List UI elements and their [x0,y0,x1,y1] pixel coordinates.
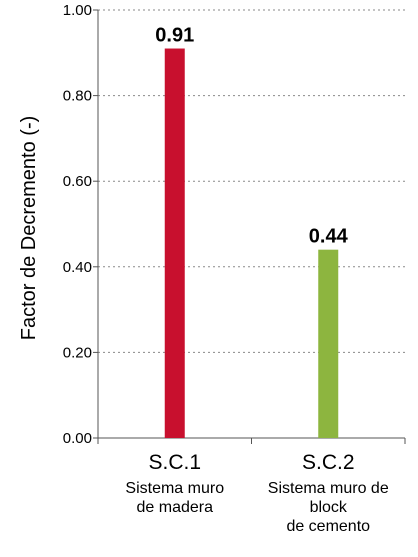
y-tick-label: 0.00 [63,430,92,447]
axes [93,9,406,444]
x-category-label: S.C.1 Sistema muro de madera [100,451,250,517]
data-labels: 0.91 0.44 [155,25,348,248]
gridlines [98,9,405,353]
data-label: 0.44 [309,226,349,248]
y-tick-label: 0.60 [63,173,92,190]
data-label: 0.91 [155,25,194,47]
bars [164,48,339,439]
y-axis-label: Factor de Decremento (-) [18,116,40,341]
category-code: S.C.1 [148,451,202,474]
y-tick-labels: 0.00 0.20 0.40 0.60 0.80 1.00 [63,2,92,447]
category-description-line: de cemento [286,518,371,535]
category-description-line: Sistema muro de [267,480,389,497]
category-code: S.C.2 [301,451,355,474]
category-description-line: block [309,499,347,516]
y-tick-label: 0.20 [63,344,92,361]
category-description-line: de madera [136,499,214,516]
bar-S.C.2 [318,249,339,438]
x-category-label: S.C.2 Sistema muro de block de cemento [253,451,403,536]
bar-S.C.1 [164,48,185,439]
y-tick-label: 1.00 [63,2,92,19]
y-tick-label: 0.40 [63,259,92,276]
y-tick-label: 0.80 [63,88,92,105]
category-description-line: Sistema muro [125,480,225,497]
